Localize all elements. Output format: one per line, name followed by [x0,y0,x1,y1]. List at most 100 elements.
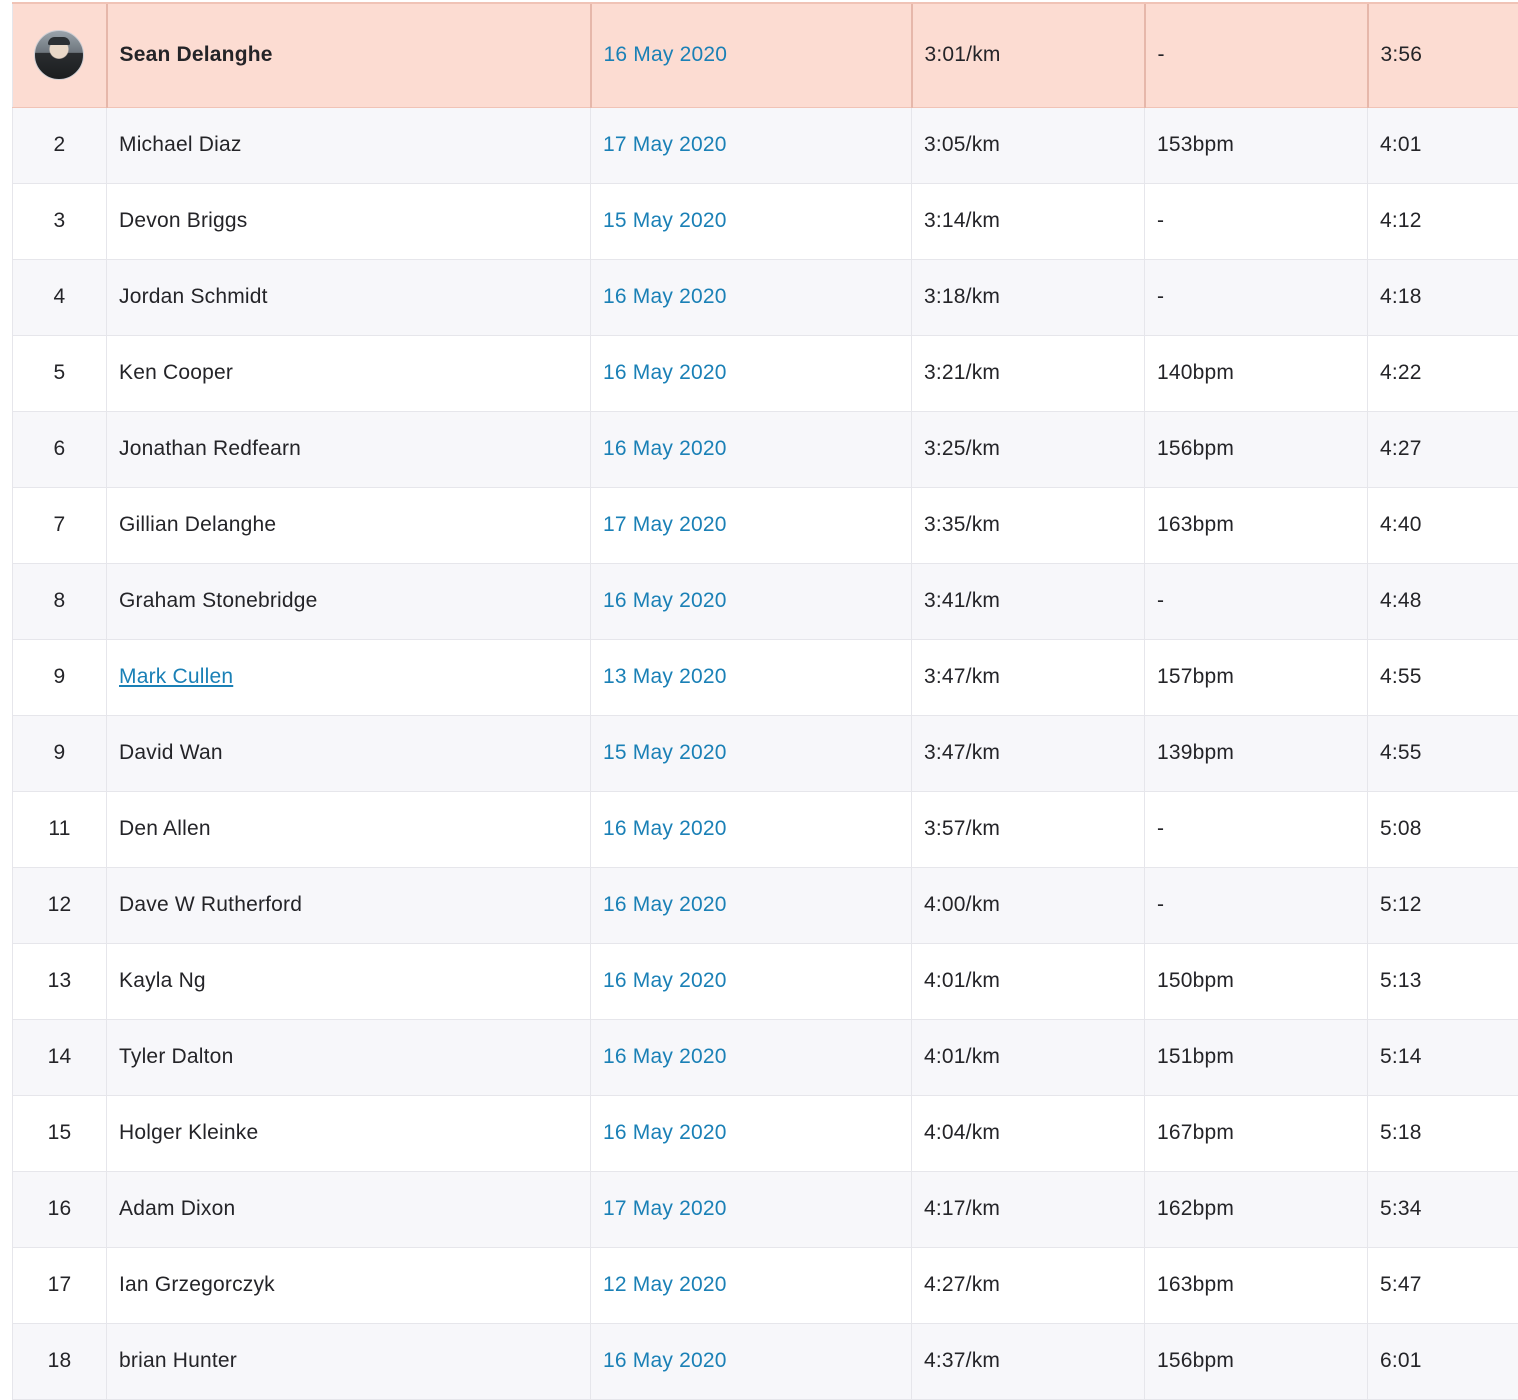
athlete-name[interactable]: Adam Dixon [119,1197,235,1220]
activity-date-link[interactable]: 15 May 2020 [603,209,727,232]
athlete-name[interactable]: Graham Stonebridge [119,589,318,612]
rank-cell: 4 [13,259,107,335]
pace-cell: 4:00/km [912,867,1145,943]
time-value: 3:56 [1381,43,1423,66]
athlete-name[interactable]: Jonathan Redfearn [119,437,301,460]
pace-cell: 3:35/km [912,487,1145,563]
pace-cell: 3:05/km [912,107,1145,183]
athlete-name[interactable]: Sean Delanghe [120,43,273,66]
activity-date-link[interactable]: 17 May 2020 [603,513,727,536]
heart-rate-value: - [1157,589,1164,612]
rank-cell: 5 [13,335,107,411]
time-cell: 5:18 [1368,1095,1518,1171]
activity-date-link[interactable]: 17 May 2020 [603,1197,727,1220]
activity-date-link[interactable]: 16 May 2020 [603,817,727,840]
heart-rate-value: 153bpm [1157,133,1234,156]
pace-value: 4:17/km [924,1197,1000,1220]
pace-cell: 4:01/km [912,1019,1145,1095]
athlete-name[interactable]: Devon Briggs [119,209,247,232]
athlete-name[interactable]: David Wan [119,741,223,764]
athlete-name[interactable]: Jordan Schmidt [119,285,268,308]
heart-rate-value: 140bpm [1157,361,1234,384]
rank-value: 13 [48,969,72,992]
athlete-name[interactable]: Dave W Rutherford [119,893,302,916]
activity-date-link[interactable]: 16 May 2020 [603,893,727,916]
activity-date-link[interactable]: 16 May 2020 [603,1349,727,1372]
heart-rate-value: - [1157,817,1164,840]
time-cell: 4:01 [1368,107,1518,183]
activity-date-cell: 16 May 2020 [591,867,912,943]
pace-value: 3:14/km [924,209,1000,232]
time-cell: 5:14 [1368,1019,1518,1095]
rank-cell: 18 [13,1323,107,1399]
athlete-name-cell: Dave W Rutherford [107,867,591,943]
rank-value: 6 [54,437,66,460]
athlete-name[interactable]: brian Hunter [119,1349,237,1372]
rank-value: 15 [48,1121,72,1144]
rank-cell: 14 [13,1019,107,1095]
heart-rate-cell: - [1145,259,1368,335]
athlete-name-link[interactable]: Mark Cullen [119,665,233,688]
table-row: 6 Jonathan Redfearn 16 May 2020 3:25/km 156b… [13,411,1518,487]
heart-rate-value: 156bpm [1157,437,1234,460]
time-value: 4:22 [1380,361,1422,384]
pace-value: 3:25/km [924,437,1000,460]
activity-date-link[interactable]: 16 May 2020 [604,43,728,66]
athlete-name[interactable]: Ken Cooper [119,361,233,384]
athlete-name[interactable]: Michael Diaz [119,133,242,156]
pace-cell: 3:25/km [912,411,1145,487]
pace-value: 3:05/km [924,133,1000,156]
athlete-name[interactable]: Kayla Ng [119,969,206,992]
heart-rate-cell: - [1145,3,1368,107]
heart-rate-value: - [1157,209,1164,232]
rank-value: 2 [54,133,66,156]
athlete-name[interactable]: Den Allen [119,817,211,840]
athlete-name[interactable]: Holger Kleinke [119,1121,258,1144]
athlete-avatar-icon[interactable] [34,30,84,80]
pace-value: 3:41/km [924,589,1000,612]
activity-date-link[interactable]: 12 May 2020 [603,1273,727,1296]
rank-cell: 3 [13,183,107,259]
time-cell: 5:13 [1368,943,1518,1019]
pace-value: 4:37/km [924,1349,1000,1372]
activity-date-link[interactable]: 17 May 2020 [603,133,727,156]
athlete-name[interactable]: Ian Grzegorczyk [119,1273,275,1296]
athlete-name[interactable]: Gillian Delanghe [119,513,276,536]
pace-value: 3:35/km [924,513,1000,536]
rank-cell: 15 [13,1095,107,1171]
time-value: 4:27 [1380,437,1422,460]
heart-rate-value: 156bpm [1157,1349,1234,1372]
activity-date-link[interactable]: 15 May 2020 [603,741,727,764]
heart-rate-cell: 151bpm [1145,1019,1368,1095]
heart-rate-cell: 157bpm [1145,639,1368,715]
pace-cell: 3:57/km [912,791,1145,867]
activity-date-link[interactable]: 16 May 2020 [603,1121,727,1144]
athlete-name-cell: Tyler Dalton [107,1019,591,1095]
activity-date-link[interactable]: 16 May 2020 [603,1045,727,1068]
activity-date-cell: 12 May 2020 [591,1247,912,1323]
time-value: 6:01 [1380,1349,1422,1372]
athlete-name[interactable]: Tyler Dalton [119,1045,233,1068]
activity-date-link[interactable]: 16 May 2020 [603,285,727,308]
athlete-name-cell: Holger Kleinke [107,1095,591,1171]
time-cell: 5:34 [1368,1171,1518,1247]
activity-date-cell: 16 May 2020 [591,3,912,107]
activity-date-link[interactable]: 13 May 2020 [603,665,727,688]
activity-date-cell: 17 May 2020 [591,107,912,183]
rank-cell: 17 [13,1247,107,1323]
pace-value: 3:47/km [924,665,1000,688]
activity-date-cell: 17 May 2020 [591,487,912,563]
activity-date-link[interactable]: 16 May 2020 [603,361,727,384]
rank-value: 9 [54,665,66,688]
activity-date-cell: 15 May 2020 [591,715,912,791]
activity-date-link[interactable]: 16 May 2020 [603,589,727,612]
heart-rate-value: 150bpm [1157,969,1234,992]
activity-date-link[interactable]: 16 May 2020 [603,969,727,992]
activity-date-link[interactable]: 16 May 2020 [603,437,727,460]
pace-value: 3:47/km [924,741,1000,764]
